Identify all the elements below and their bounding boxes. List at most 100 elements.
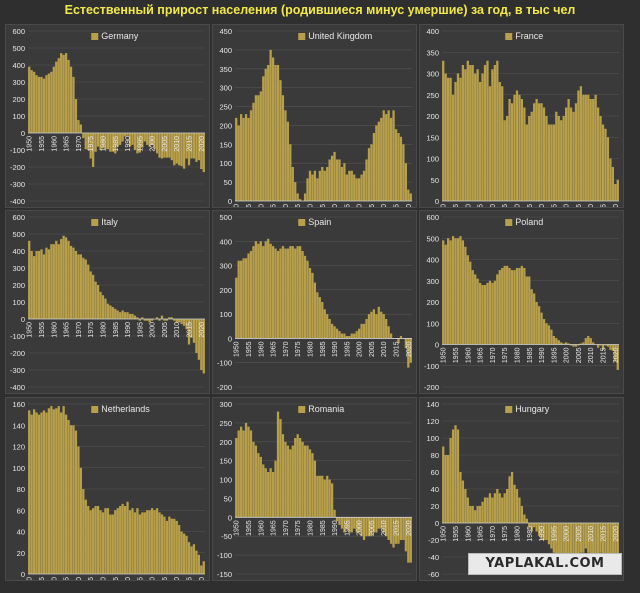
bar xyxy=(550,124,553,201)
chart-romania: -150 -100 -50 0 50 100 150 200 250 300 1950 1955 196… xyxy=(217,400,413,579)
x-tick-label: 1955 xyxy=(39,577,46,580)
bar xyxy=(84,499,87,574)
bar xyxy=(616,179,619,201)
bar xyxy=(355,331,358,339)
bar xyxy=(249,430,253,518)
bar xyxy=(461,480,465,523)
bar xyxy=(72,247,75,319)
y-tick-label: 400 xyxy=(12,247,25,256)
bar xyxy=(407,517,410,563)
bar xyxy=(547,124,551,201)
bar xyxy=(242,430,245,518)
x-tick-label: 1960 xyxy=(465,526,472,542)
chart-poland: -200 -100 0 100 200 300 400 500 600 1950 1955 1960 1… xyxy=(424,213,620,392)
x-tick-label: 2010 xyxy=(381,204,388,207)
bar xyxy=(96,285,100,319)
x-tick-label: 1950 xyxy=(27,322,34,338)
bar xyxy=(50,244,53,319)
x-tick-label: 2005 xyxy=(162,577,169,580)
bar xyxy=(182,133,186,169)
x-tick-label: 2015 xyxy=(394,204,401,207)
bar xyxy=(82,133,85,139)
bar xyxy=(506,116,509,201)
x-tick-label: 1990 xyxy=(539,347,546,363)
bar xyxy=(402,144,405,201)
bar xyxy=(486,60,489,201)
bar xyxy=(518,268,521,345)
y-tick-label: 0 xyxy=(435,519,439,528)
bar xyxy=(160,514,164,574)
bar xyxy=(523,107,526,201)
bar xyxy=(528,523,531,528)
x-tick-label: 1995 xyxy=(344,341,351,357)
bar xyxy=(286,248,289,339)
x-tick-label: 1980 xyxy=(514,526,521,542)
x-tick-label: 1970 xyxy=(283,341,290,357)
bar xyxy=(173,133,176,166)
bar xyxy=(596,523,600,557)
bar xyxy=(42,410,46,574)
y-tick-label: -300 xyxy=(10,180,25,189)
bar xyxy=(589,523,592,557)
bar xyxy=(84,133,87,150)
bar xyxy=(493,280,496,345)
y-tick-label: -200 xyxy=(217,383,232,392)
bar xyxy=(286,445,289,518)
x-tick-label: 1985 xyxy=(113,577,120,580)
bar xyxy=(197,319,200,360)
x-tick-label: 1955 xyxy=(246,341,253,357)
bar xyxy=(87,133,90,150)
bar xyxy=(362,323,366,339)
bar xyxy=(30,70,33,133)
bar xyxy=(609,523,612,557)
x-tick-label: 2010 xyxy=(174,577,181,580)
bar xyxy=(131,133,134,145)
bar xyxy=(348,336,351,339)
bar xyxy=(279,248,282,339)
bar xyxy=(555,338,558,345)
x-tick-label: 1975 xyxy=(502,204,509,207)
bar xyxy=(163,319,166,321)
bar xyxy=(308,449,312,518)
bar xyxy=(165,133,169,158)
bar xyxy=(264,468,267,518)
y-tick-label: 0 xyxy=(21,315,25,324)
bar xyxy=(104,298,107,319)
bar xyxy=(133,133,137,150)
bar xyxy=(380,117,383,201)
bar xyxy=(321,475,324,518)
bar xyxy=(508,476,511,523)
bar xyxy=(464,246,467,345)
bar xyxy=(185,535,188,574)
bar xyxy=(560,523,563,557)
bar xyxy=(92,508,95,574)
x-tick-label: 2020 xyxy=(406,204,413,207)
bar xyxy=(291,246,294,339)
bar xyxy=(503,493,506,523)
bar xyxy=(259,241,262,339)
x-tick-label: 2005 xyxy=(369,341,376,357)
x-tick-label: 2020 xyxy=(199,577,206,580)
bar xyxy=(515,489,519,523)
bar xyxy=(471,65,474,201)
legend-swatch xyxy=(505,219,513,226)
bar xyxy=(611,167,614,201)
y-tick-label: 0 xyxy=(228,513,232,522)
bar xyxy=(584,94,587,201)
bar xyxy=(50,71,53,133)
bar xyxy=(52,409,55,574)
bar xyxy=(449,240,452,345)
x-tick-label: 1970 xyxy=(490,526,497,542)
chart-panel-united-kingdom: 0 50 100 150 200 250 300 350 400 450 1950 1955 1960 1… xyxy=(212,24,417,208)
bar xyxy=(506,489,509,523)
y-tick-label: 350 xyxy=(219,65,232,74)
x-tick-label: 1970 xyxy=(76,577,83,580)
legend-label: Netherlands xyxy=(101,404,150,414)
bar xyxy=(77,446,80,574)
bar xyxy=(367,517,371,537)
x-tick-label: 1960 xyxy=(51,577,58,580)
bar xyxy=(60,412,63,574)
bar xyxy=(326,475,329,518)
x-tick-label: 1965 xyxy=(64,136,71,152)
bar xyxy=(296,193,299,201)
